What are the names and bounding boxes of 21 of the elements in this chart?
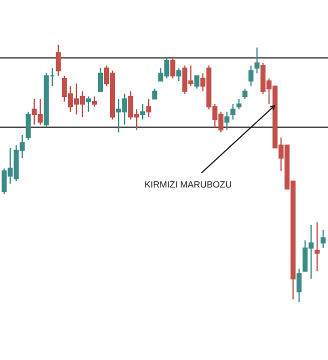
candlestick [224, 111, 230, 130]
candlestick [176, 68, 182, 82]
candlestick [314, 222, 320, 272]
candlestick [98, 68, 104, 92]
candlestick [26, 111, 31, 141]
candlestick [254, 46, 260, 74]
candlestick [146, 98, 152, 118]
candlestick [140, 103, 146, 120]
candlestick [248, 64, 254, 87]
candlestick [236, 98, 242, 110]
candlestick [92, 96, 97, 108]
candlestick [86, 96, 91, 112]
candlestick [194, 75, 200, 90]
candlestick [320, 229, 326, 249]
candlestick [170, 57, 176, 80]
annotation: KIRMIZI MARUBOZU [145, 181, 232, 188]
candlestick [152, 88, 158, 100]
candlestick [230, 103, 236, 120]
candlestick [296, 268, 302, 302]
candlestick [242, 88, 248, 100]
candlestick [56, 45, 61, 76]
